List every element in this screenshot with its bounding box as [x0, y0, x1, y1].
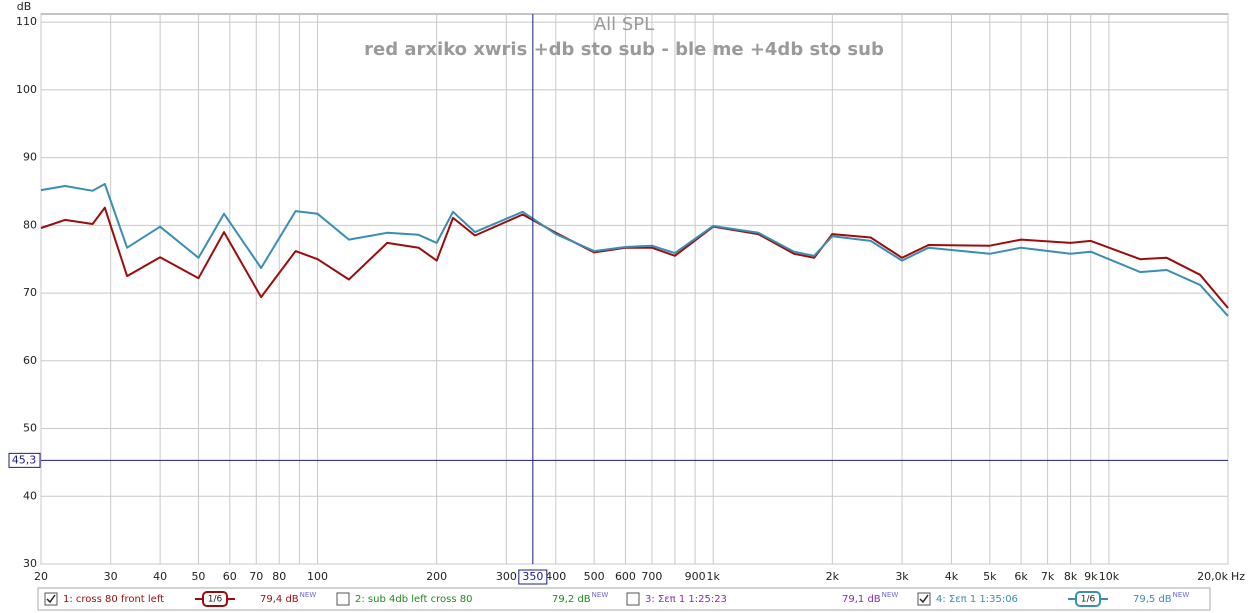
legend-level: 79,4 dB [260, 594, 299, 605]
x-tick-label: 300 [496, 570, 517, 583]
y-tick-label: 40 [23, 489, 37, 502]
x-tick-label: 70 [249, 570, 263, 583]
x-tick-label: 20,0k [1197, 570, 1228, 583]
y-tick-label: 50 [23, 422, 37, 435]
x-tick-label: 6k [1014, 570, 1028, 583]
x-tick-label: 900 [685, 570, 706, 583]
legend-label: 2: sub 4db left cross 80 [355, 594, 472, 605]
legend-level: 79,1 dB [842, 594, 881, 605]
chart-title: All SPL [594, 14, 654, 35]
legend-label: 4: Σεπ 1 1:35:06 [936, 594, 1018, 605]
x-tick-label: 2k [826, 570, 840, 583]
legend-bar [37, 587, 1211, 611]
y-axis-label: dB [17, 0, 32, 13]
legend-level: 79,5 dB [1133, 594, 1172, 605]
x-tick-label: 500 [584, 570, 605, 583]
x-tick-label: 40 [153, 570, 167, 583]
x-tick-label: 80 [272, 570, 286, 583]
smoothing-label: 1/6 [1081, 595, 1096, 605]
series-line [40, 206, 1229, 309]
y-tick-label: 60 [23, 354, 37, 367]
y-tick-label: 30 [23, 557, 37, 570]
x-tick-label: 20 [34, 570, 48, 583]
x-tick-label: 30 [104, 570, 118, 583]
legend-checkmark [46, 594, 56, 604]
cursor-y-box [8, 452, 41, 468]
cursor-x-label: 350 [522, 570, 543, 583]
legend-level-tag: NEW [882, 591, 899, 599]
x-tick-label: 5k [983, 570, 997, 583]
plot-area [40, 13, 1229, 565]
x-tick-label: 3k [895, 570, 909, 583]
legend-checkbox[interactable] [917, 592, 931, 606]
x-tick-label: 8k [1064, 570, 1078, 583]
legend-label: 3: Σεπ 1 1:25:23 [645, 594, 727, 605]
legend-level-tag: NEW [592, 591, 609, 599]
x-axis-label: Hz [1231, 570, 1245, 583]
y-tick-label: 80 [23, 218, 37, 231]
legend-level-tag: NEW [1173, 591, 1190, 599]
legend-level: 79,2 dB [552, 594, 591, 605]
legend-level-tag: NEW [300, 591, 317, 599]
y-tick-label: 100 [16, 83, 37, 96]
y-tick-label: 90 [23, 151, 37, 164]
x-tick-label: 9k [1084, 570, 1098, 583]
legend-checkbox[interactable] [626, 592, 640, 606]
x-tick-label: 10k [1099, 570, 1120, 583]
x-tick-label: 100 [307, 570, 328, 583]
series-line [40, 183, 1229, 317]
legend-checkbox[interactable] [44, 592, 58, 606]
x-tick-label: 200 [426, 570, 447, 583]
x-tick-label: 400 [545, 570, 566, 583]
legend-label: 1: cross 80 front left [63, 594, 164, 605]
lines [40, 183, 1229, 317]
grid [40, 14, 1229, 565]
x-tick-label: 50 [191, 570, 205, 583]
smoothing-box [1075, 591, 1101, 607]
x-tick-label: 4k [945, 570, 959, 583]
x-tick-label: 700 [641, 570, 662, 583]
y-tick-label: 110 [16, 15, 37, 28]
smoothing-box [202, 591, 228, 607]
x-tick-label: 60 [223, 570, 237, 583]
chart-subtitle: red arxiko xwris +db sto sub - ble me +4… [364, 39, 884, 60]
x-tick-label: 600 [615, 570, 636, 583]
x-tick-label: 7k [1041, 570, 1055, 583]
x-tick-label: 1k [707, 570, 721, 583]
smoothing-label: 1/6 [208, 595, 223, 605]
cursor-x-box [518, 569, 548, 585]
y-tick-label: 70 [23, 286, 37, 299]
legend-checkmark [919, 594, 929, 604]
legend-checkbox[interactable] [336, 592, 350, 606]
cursor-y-label: 45,3 [12, 453, 37, 466]
